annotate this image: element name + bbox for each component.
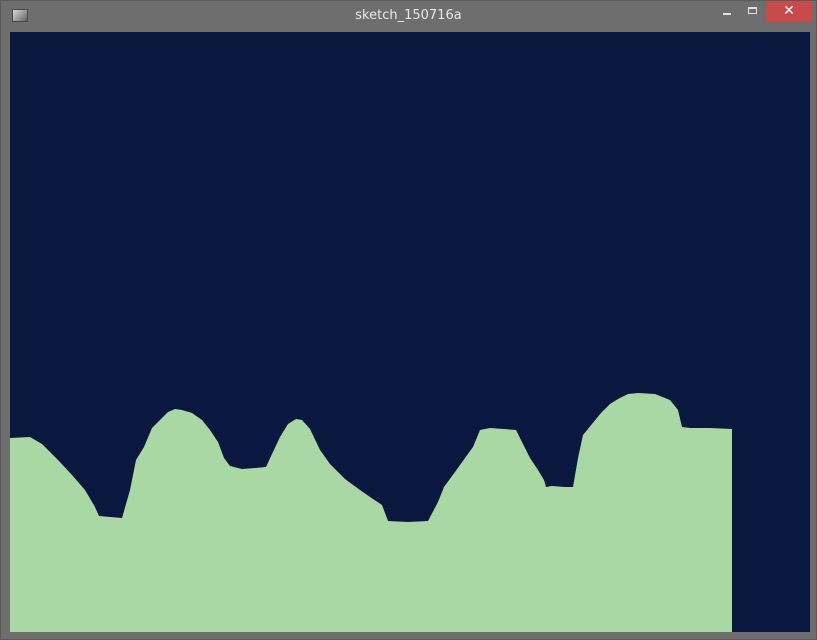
close-button[interactable]: ✕ [766,1,812,22]
minimize-icon [723,13,731,15]
minimize-button[interactable] [715,1,737,22]
terrain-drawing [10,393,732,632]
processing-app-icon[interactable] [12,9,28,22]
maximize-button[interactable] [741,1,765,22]
sketch-canvas[interactable] [10,32,810,632]
window-title: sketch_150716a [355,8,462,23]
title-bar[interactable]: sketch_150716a ✕ [1,1,816,31]
close-icon: ✕ [783,3,795,19]
terrain-shape [10,393,732,632]
maximize-icon [748,7,757,14]
